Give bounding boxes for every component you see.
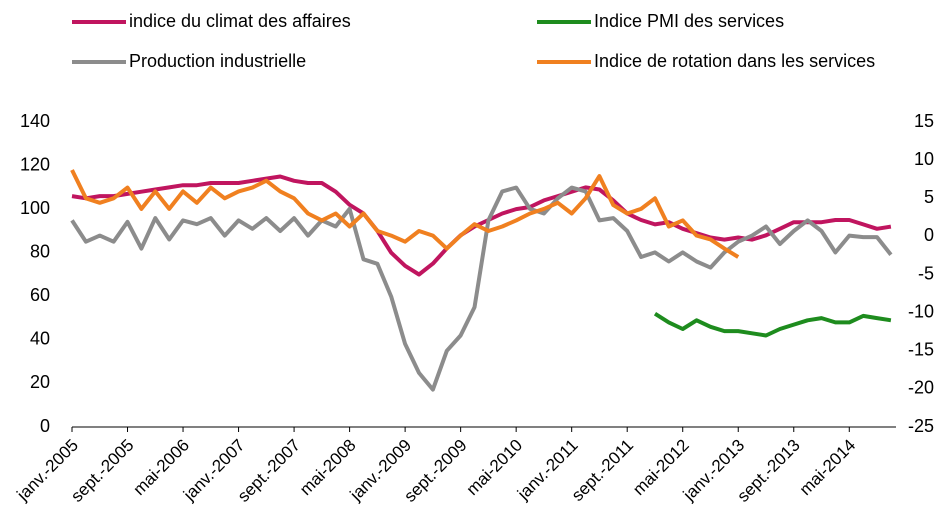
series-line [653,312,892,338]
x-tick-label: mai-2014 [796,436,860,500]
y2-tick-label: 15 [914,111,934,131]
series-line [70,185,893,392]
y2-tick-label: 10 [914,149,934,169]
y-tick-label: 20 [30,372,50,392]
y2-tick-label: 5 [924,187,934,207]
legend-label: indice du climat des affaires [129,11,351,31]
y-tick-label: 80 [30,241,50,261]
legend-label: Indice PMI des services [594,11,784,31]
y2-tick-label: -15 [908,340,934,360]
y2-tick-label: -20 [908,378,934,398]
y-tick-label: 140 [20,111,50,131]
legend-label: Production industrielle [129,51,306,71]
series-line [70,169,740,259]
y-tick-label: 60 [30,285,50,305]
y-tick-label: 0 [40,416,50,436]
y2-tick-label: -5 [918,263,934,283]
y-tick-label: 120 [20,154,50,174]
y2-tick-label: -25 [908,416,934,436]
y2-tick-label: 0 [924,225,934,245]
series-line [71,174,892,277]
y-tick-label: 100 [20,198,50,218]
y2-tick-label: -10 [908,301,934,321]
y-tick-label: 40 [30,329,50,349]
legend-label: Indice de rotation dans les services [594,51,875,71]
